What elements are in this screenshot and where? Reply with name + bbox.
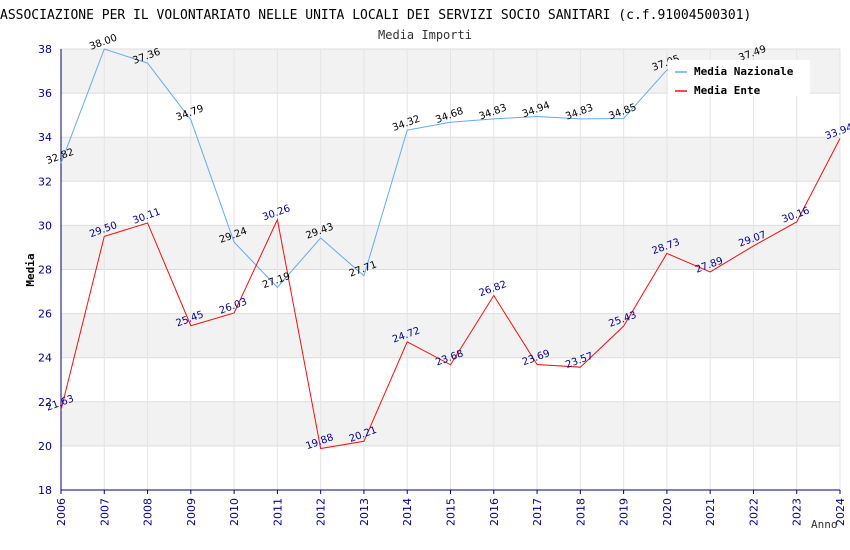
y-tick-label: 34 (38, 131, 52, 144)
x-tick-label: 2016 (488, 498, 501, 526)
x-tick-label: 2006 (55, 498, 68, 526)
x-tick-label: 2020 (661, 498, 674, 526)
legend: Media Nazionale Media Ente (668, 60, 810, 97)
x-tick-label: 2019 (618, 498, 631, 526)
x-tick-label: 2017 (531, 498, 544, 526)
legend-box (668, 60, 810, 96)
y-tick-label: 22 (38, 396, 52, 409)
series-line-media-ente (60, 138, 841, 450)
x-tick-label: 2014 (401, 498, 414, 526)
y-tick-label: 36 (38, 87, 52, 100)
y-tick-label: 18 (38, 484, 52, 497)
y-tick-label: 30 (38, 219, 52, 232)
y-tick-label: 20 (38, 440, 52, 453)
x-tick-label: 2008 (142, 498, 155, 526)
axes (60, 49, 841, 494)
x-tick-label: 2018 (574, 498, 587, 526)
chart-subtitle: Media Importi (378, 28, 472, 42)
y-tick-labels: 18 20 22 24 26 28 30 32 34 36 38 (38, 43, 52, 497)
x-tick-label: 2007 (98, 498, 111, 526)
x-tick-label: 2023 (791, 498, 804, 526)
legend-label-media-nazionale: Media Nazionale (694, 65, 794, 78)
x-tick-labels: 2006 2007 2008 2009 2010 2011 2012 2013 2014 2015… (55, 498, 847, 526)
legend-label-media-ente: Media Ente (694, 84, 761, 97)
y-axis-label: Media (24, 253, 37, 286)
x-tick-label: 2012 (315, 498, 328, 526)
series-line-media-nazionale (60, 48, 754, 289)
x-tick-label: 2010 (228, 498, 241, 526)
y-tick-label: 24 (38, 352, 52, 365)
x-tick-label: 2011 (271, 498, 284, 526)
x-tick-label: 2013 (358, 498, 371, 526)
series-lines (60, 48, 841, 450)
y-tick-label: 32 (38, 175, 52, 188)
x-tick-label: 2009 (185, 498, 198, 526)
x-tick-label: 2021 (704, 498, 717, 526)
x-tick-label: 2024 (834, 498, 847, 526)
y-tick-label: 38 (38, 43, 52, 56)
x-axis-label: Anno (811, 518, 838, 531)
x-tick-label: 2022 (747, 498, 760, 526)
chart-title: ASSOCIAZIONE PER IL VOLONTARIATO NELLE U… (0, 8, 751, 23)
x-tick-label: 2015 (445, 498, 458, 526)
y-tick-label: 28 (38, 264, 52, 277)
y-tick-label: 26 (38, 308, 52, 321)
